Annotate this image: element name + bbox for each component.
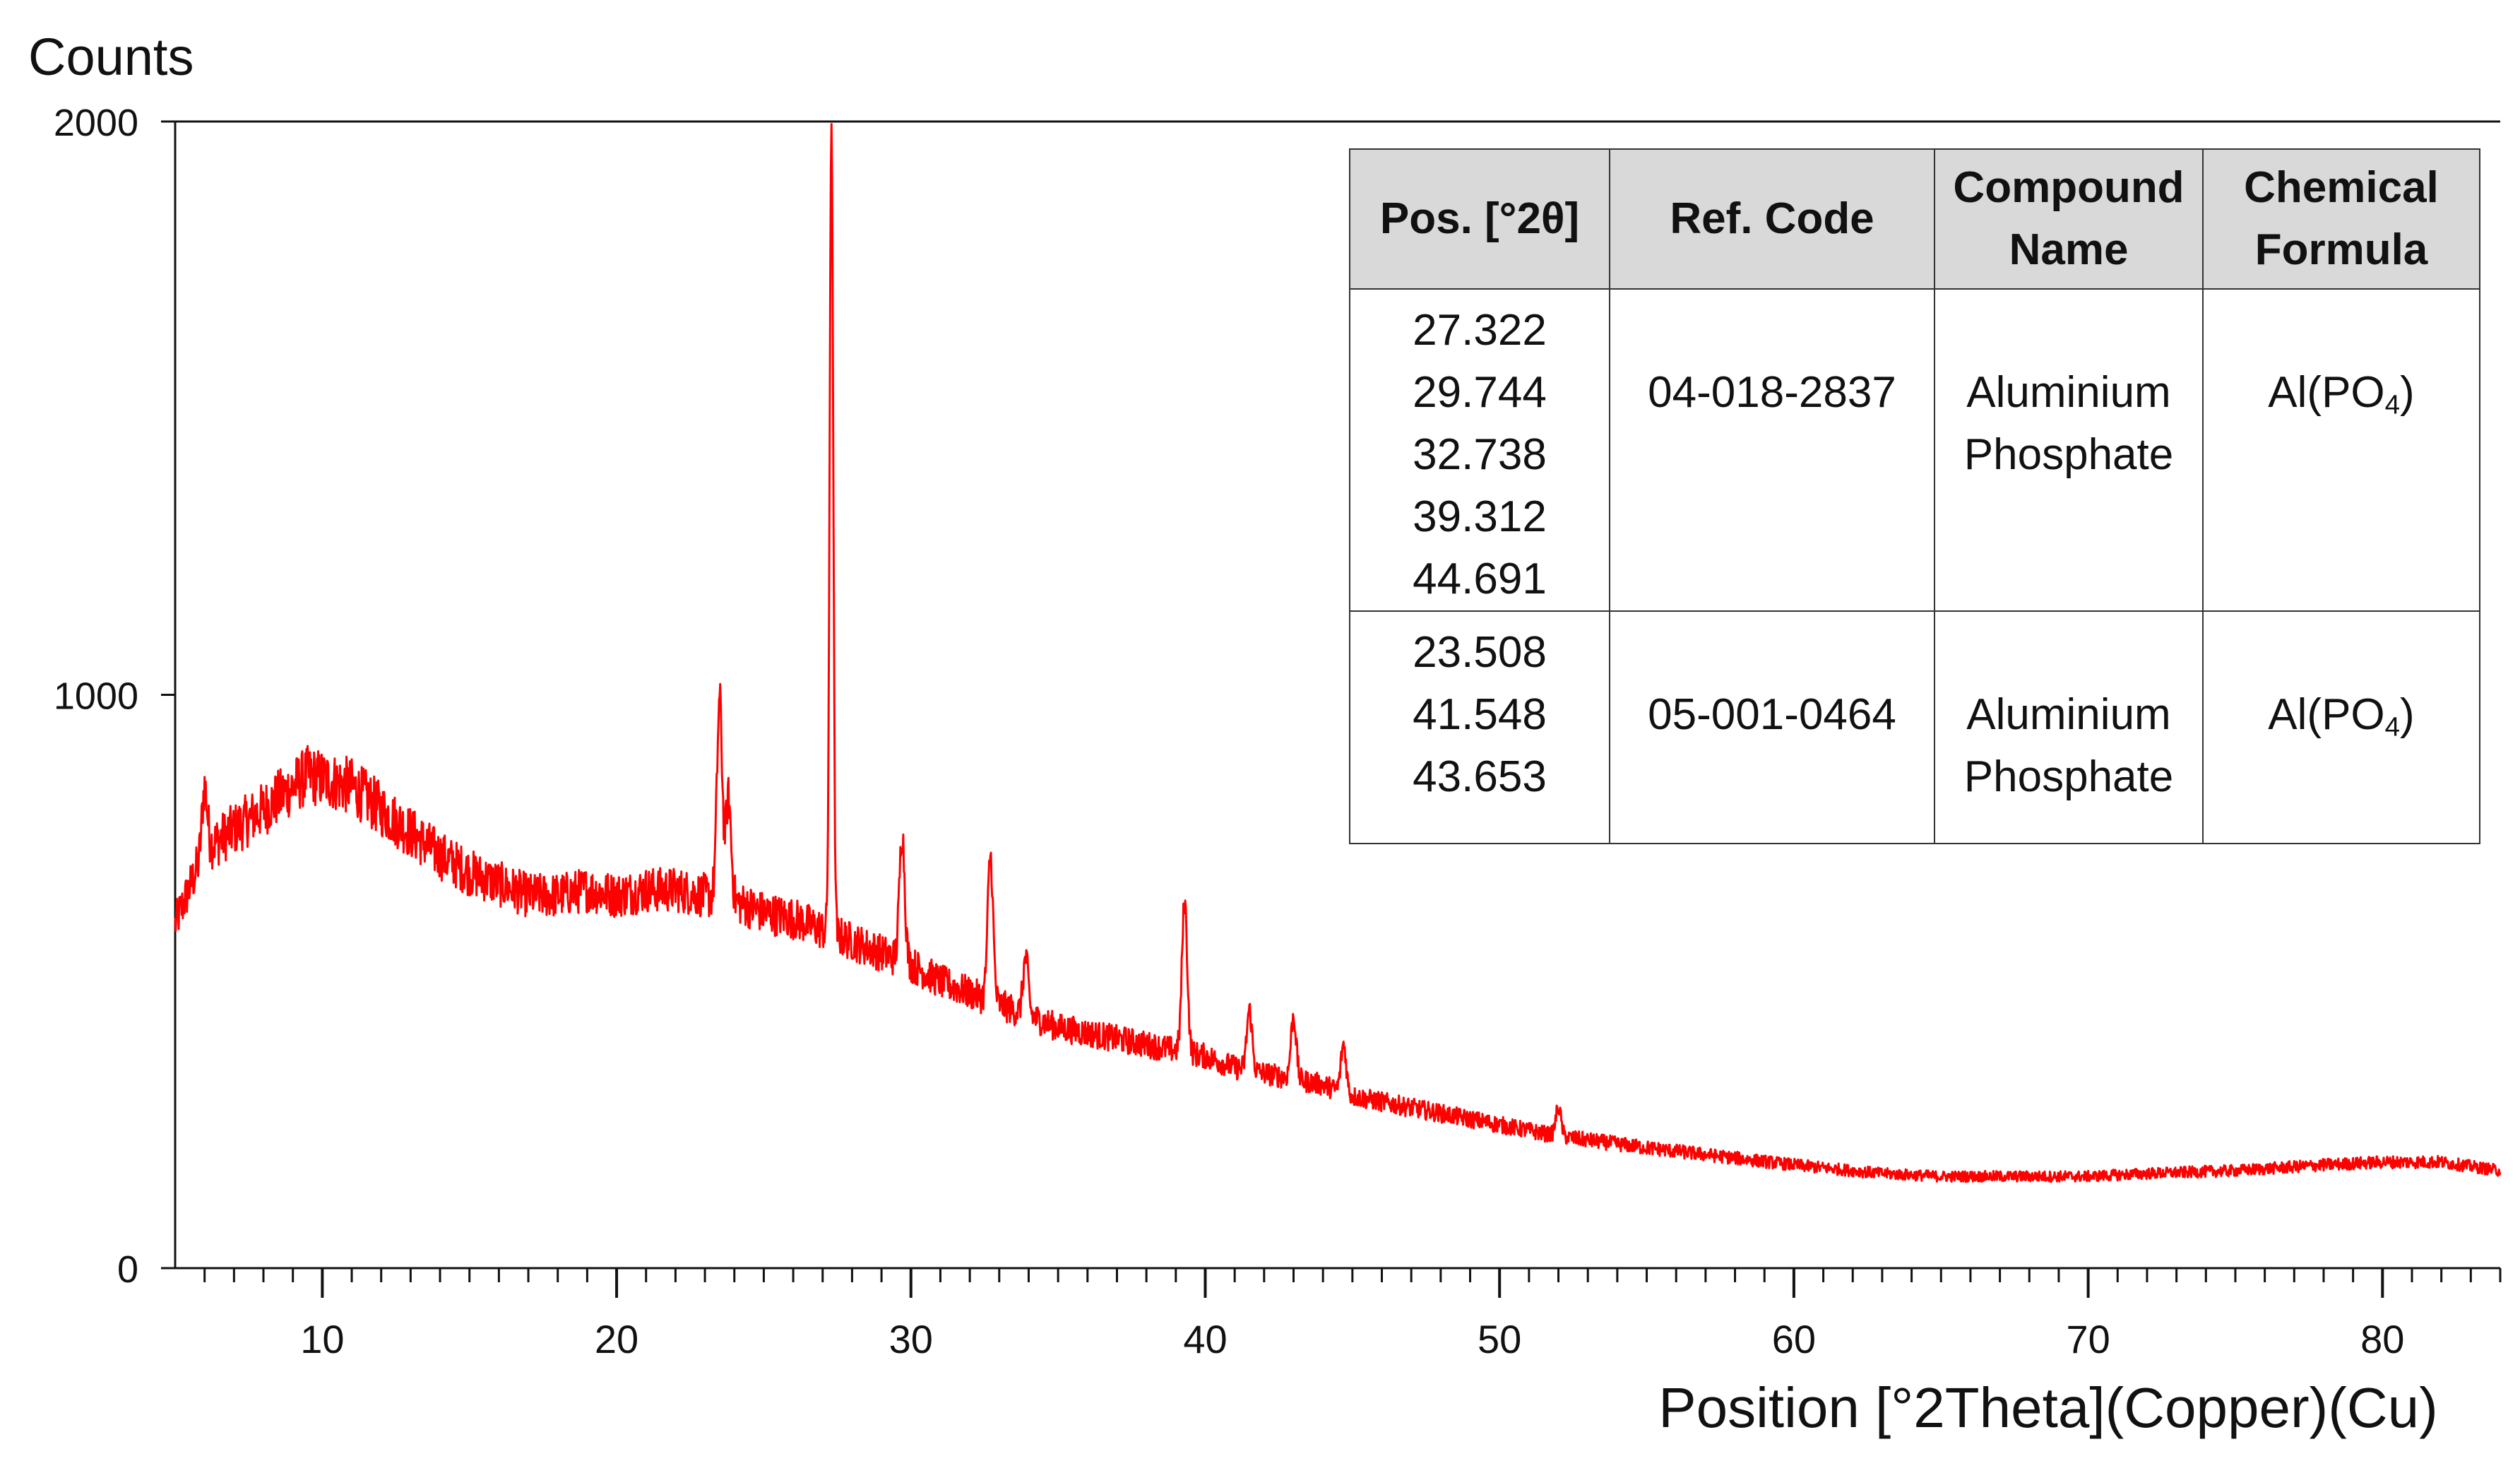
- header-pos: Pos. [°2θ]: [1349, 148, 1610, 290]
- compound-name-cell: Aluminium Phosphate: [1934, 288, 2204, 612]
- y-axis-label: Counts: [28, 28, 194, 86]
- positions-cell: 23.508 41.548 43.653: [1349, 610, 1610, 844]
- formula-end: ): [2400, 368, 2415, 417]
- table-row: 27.322 29.744 32.738 39.312 44.691 04-01…: [1349, 288, 2480, 612]
- position-value: 43.653: [1413, 752, 1547, 801]
- formula-subscript: 4: [2384, 711, 2401, 743]
- formula-main: Al(PO: [2268, 690, 2385, 739]
- x-axis-label: Position [°2Theta](Copper)(Cu): [1658, 1376, 2438, 1439]
- header-compound-name: Compound Name: [1934, 148, 2204, 290]
- header-chemical-formula: Chemical Formula: [2202, 148, 2480, 290]
- compound-name-cell: Aluminium Phosphate: [1934, 610, 2204, 844]
- y-tick-label: 1000: [54, 675, 138, 718]
- table-header-row: Pos. [°2θ] Ref. Code Compound Name Chemi…: [1349, 148, 2480, 290]
- x-tick-label: 50: [1478, 1317, 1521, 1361]
- formula-subscript: 4: [2384, 389, 2401, 420]
- position-value: 32.738: [1413, 430, 1547, 479]
- position-value: 39.312: [1413, 492, 1547, 541]
- chemical-formula-cell: Al(PO4): [2202, 610, 2480, 844]
- ref-code-cell: 04-018-2837: [1609, 288, 1935, 612]
- x-tick-label: 10: [300, 1317, 344, 1361]
- series-group: [174, 123, 2502, 1183]
- x-tick-label: 80: [2360, 1317, 2404, 1361]
- chemical-formula-cell: Al(PO4): [2202, 288, 2480, 612]
- y-tick-label: 0: [117, 1248, 138, 1291]
- formula-end: ): [2400, 690, 2415, 739]
- formula-main: Al(PO: [2268, 368, 2385, 417]
- y-ticks: 0 1000 2000: [54, 102, 175, 1291]
- x-tick-label: 70: [2066, 1317, 2110, 1361]
- x-tick-label: 20: [595, 1317, 638, 1361]
- x-ticks: 10 20 30 40 50 60 70 80: [203, 1268, 2502, 1361]
- xrd-pattern-line: [174, 123, 2502, 1183]
- x-tick-label: 30: [889, 1317, 933, 1361]
- position-value: 29.744: [1413, 368, 1547, 417]
- x-tick-label: 60: [1772, 1317, 1816, 1361]
- position-value: 41.548: [1413, 690, 1547, 739]
- y-tick-label: 2000: [54, 102, 138, 144]
- position-value: 44.691: [1413, 555, 1547, 603]
- header-ref-code: Ref. Code: [1609, 148, 1935, 290]
- position-value: 27.322: [1413, 306, 1547, 355]
- positions-cell: 27.322 29.744 32.738 39.312 44.691: [1349, 288, 1610, 612]
- phase-reference-table: Pos. [°2θ] Ref. Code Compound Name Chemi…: [1349, 148, 2480, 844]
- ref-code-cell: 05-001-0464: [1609, 610, 1935, 844]
- position-value: 23.508: [1413, 628, 1547, 677]
- table-row: 23.508 41.548 43.653 05-001-0464 Alumini…: [1349, 610, 2480, 844]
- x-tick-label: 40: [1183, 1317, 1227, 1361]
